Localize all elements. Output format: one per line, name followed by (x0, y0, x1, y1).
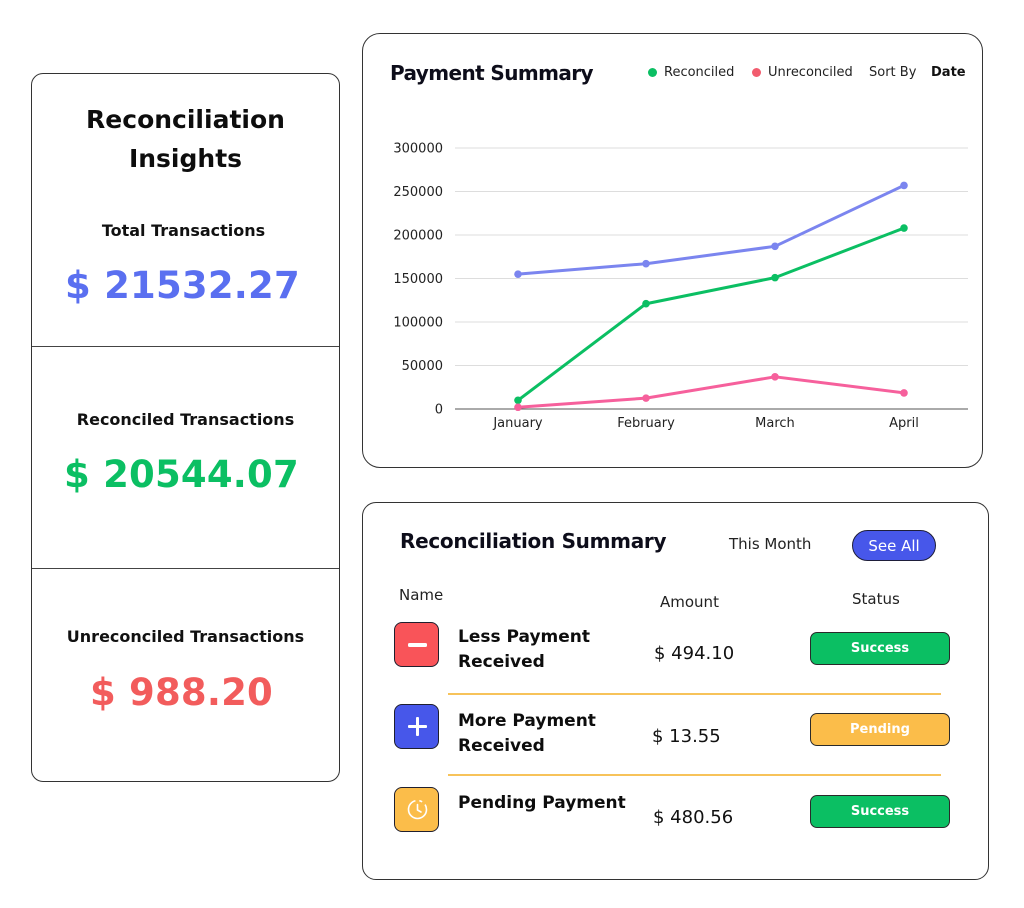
payment-summary-card: 300000 250000 200000 150000 100000 50000 0 Janu… (362, 33, 983, 468)
row-divider (448, 693, 941, 695)
reconciliation-summary-card: Reconciliation Summary This Month See Al… (362, 502, 989, 880)
insights-title-line2: Insights (128, 144, 243, 173)
x-tick-label: March (755, 416, 795, 431)
legend-unreconciled-dot (752, 68, 761, 77)
unreconciled-transactions-value: $ 988.20 (89, 671, 273, 714)
reconciled-transactions-section: Reconciled Transactions $ 20544.07 (32, 347, 339, 569)
status-badge-success: Success (810, 632, 950, 665)
status-badge-success: Success (810, 795, 950, 828)
legend-reconciled-dot (648, 68, 657, 77)
sort-by-value[interactable]: Date (931, 65, 966, 80)
plus-icon[interactable] (394, 704, 439, 749)
legend-reconciled-label: Reconciled (664, 65, 735, 80)
data-point (900, 224, 908, 232)
reconciled-transactions-value: $ 20544.07 (64, 453, 299, 496)
row-name-pending-payment: Pending Payment (458, 793, 626, 813)
legend-reconciled[interactable]: Reconciled (648, 65, 734, 80)
insights-title: Reconciliation Insights (32, 100, 339, 178)
x-tick-label: April (889, 416, 919, 431)
y-tick-label: 150000 (393, 272, 443, 287)
data-point (771, 273, 779, 282)
series-line (516, 375, 906, 409)
data-point (514, 403, 522, 412)
see-all-button[interactable]: See All (852, 530, 936, 561)
legend-unreconciled-label: Unreconciled (768, 65, 853, 80)
total-transactions-label: Total Transactions (101, 221, 266, 240)
row-name-less-payment: Less Payment Received (458, 627, 591, 672)
y-tick-label: 300000 (393, 142, 443, 157)
data-point (514, 270, 522, 278)
data-point (900, 181, 908, 190)
sort-by-label: Sort By (869, 65, 917, 80)
column-header-status: Status (852, 590, 900, 608)
row-amount-less-payment: $ 494.10 (654, 643, 735, 664)
data-point (771, 373, 779, 381)
y-tick-label: 250000 (393, 185, 443, 200)
total-transactions-section: Reconciliation Insights Total Transactio… (32, 74, 339, 347)
series-line (516, 183, 906, 276)
y-tick-label: 50000 (402, 359, 443, 374)
insights-title-line1: Reconciliation (86, 105, 285, 134)
x-tick-label: February (617, 416, 675, 431)
payment-summary-title: Payment Summary (390, 61, 594, 85)
x-tick-label: January (492, 416, 543, 431)
data-point (642, 394, 650, 402)
series-line (516, 226, 906, 402)
data-point (900, 389, 908, 397)
unreconciled-transactions-label: Unreconciled Transactions (66, 627, 305, 646)
y-tick-label: 200000 (393, 229, 443, 244)
plus-icon-glyph (408, 717, 427, 736)
y-tick-label: 100000 (393, 316, 443, 331)
reconciliation-insights-card: Reconciliation Insights Total Transactio… (31, 73, 340, 782)
data-point (642, 259, 650, 268)
row-amount-more-payment: $ 13.55 (652, 726, 721, 747)
unreconciled-transactions-section: Unreconciled Transactions $ 988.20 (32, 569, 339, 781)
data-point (642, 299, 650, 308)
column-header-amount: Amount (660, 593, 719, 611)
reconciled-transactions-label: Reconciled Transactions (76, 410, 295, 429)
minus-icon[interactable] (394, 622, 439, 667)
status-badge-pending: Pending (810, 713, 950, 746)
payment-summary-chart: 300000 250000 200000 150000 100000 50000 0 Janu… (393, 142, 968, 431)
row-divider (448, 774, 941, 776)
minus-icon-glyph (408, 643, 427, 647)
data-point (514, 396, 522, 405)
row-amount-pending-payment: $ 480.56 (653, 807, 734, 828)
total-transactions-value: $ 21532.27 (65, 264, 300, 307)
legend-unreconciled[interactable]: Unreconciled (752, 65, 853, 80)
clock-icon-glyph (407, 799, 428, 820)
column-header-name: Name (399, 586, 444, 604)
y-tick-label: 0 (435, 403, 443, 418)
data-point (771, 242, 779, 251)
row-name-more-payment: More Payment Received (458, 711, 596, 756)
reconciliation-summary-title: Reconciliation Summary (400, 529, 667, 553)
clock-icon[interactable] (394, 787, 439, 832)
period-filter[interactable]: This Month (729, 535, 812, 553)
